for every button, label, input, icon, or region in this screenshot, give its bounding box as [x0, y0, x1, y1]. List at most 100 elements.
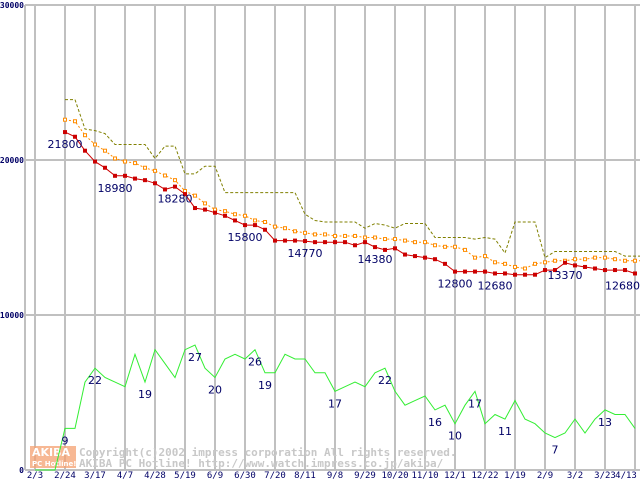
data-label: 22 [378, 374, 392, 387]
avg-price-marker [233, 212, 237, 217]
avg-price-marker [383, 237, 387, 242]
y-axis-ticks: 0 10000 20000 30000 [0, 1, 24, 475]
avg-price-marker [613, 257, 617, 262]
avg-price-marker [73, 119, 77, 124]
data-label: 18280 [158, 193, 193, 206]
x-tick-label: 4/28 [144, 471, 166, 480]
data-label: 16 [428, 416, 442, 429]
min-price-marker [273, 238, 277, 243]
avg-price-marker [483, 254, 487, 259]
avg-price-marker [273, 224, 277, 229]
x-tick-label: 1/19 [504, 471, 526, 480]
data-label: 9 [62, 434, 69, 447]
min-price-line [64, 131, 636, 276]
avg-price-marker [423, 240, 427, 245]
akiba-logo-bottom [30, 458, 76, 468]
data-label: 7 [552, 444, 559, 457]
avg-price-marker [173, 178, 177, 183]
avg-price-marker [123, 159, 127, 164]
avg-price-marker [213, 207, 217, 212]
x-tick-label: 3/17 [84, 471, 106, 480]
min-price-marker [323, 240, 327, 245]
min-price-marker [313, 240, 317, 245]
x-tick-label: 4/7 [117, 471, 133, 480]
min-price-marker [373, 245, 377, 250]
min-price-marker [393, 246, 397, 251]
min-price-marker [113, 173, 117, 178]
avg-price-marker [363, 235, 367, 240]
min-price-marker [243, 223, 247, 228]
min-price-marker [523, 272, 527, 277]
avg-price-marker [373, 235, 377, 240]
data-label: 14380 [358, 253, 393, 266]
min-price-marker [73, 134, 77, 139]
y-tick-label: 30000 [0, 1, 24, 10]
data-label: 22 [88, 374, 102, 387]
min-price-marker [213, 210, 217, 215]
min-price-marker [603, 268, 607, 273]
min-price-marker [503, 271, 507, 276]
x-tick-label: 9/8 [327, 471, 343, 480]
data-label: 27 [188, 351, 202, 364]
data-label: 14770 [288, 247, 323, 260]
min-price-marker [153, 181, 157, 186]
y-tick-label: 0 [19, 466, 24, 475]
min-price-marker [203, 207, 207, 212]
data-label: 20 [208, 383, 222, 396]
avg-price-marker [433, 243, 437, 248]
min-price-marker [173, 184, 177, 189]
data-label: 10 [448, 430, 462, 443]
min-price-marker [583, 264, 587, 269]
min-price-marker [263, 227, 267, 232]
avg-price-marker [323, 232, 327, 237]
min-price-marker [433, 257, 437, 262]
min-price-marker [143, 178, 147, 183]
avg-price-marker [463, 247, 467, 252]
copyright-watermark: AKIBA PC Hotline! Copyright(c)2002 impre… [30, 446, 457, 470]
data-label: 13370 [548, 269, 583, 282]
logo-text-akiba: AKIBA [32, 446, 71, 459]
min-price-marker [443, 261, 447, 266]
avg-price-marker [603, 255, 607, 260]
x-tick-label: 6/9 [207, 471, 223, 480]
avg-price-marker [63, 117, 67, 122]
avg-price-marker [503, 261, 507, 266]
avg-price-marker [113, 156, 117, 161]
avg-price-line [64, 119, 640, 270]
data-label: 12680 [605, 279, 640, 292]
min-price-marker [513, 272, 517, 277]
data-label: 19 [138, 388, 152, 401]
avg-price-marker [83, 133, 87, 138]
min-price-marker [383, 247, 387, 252]
min-price-marker [533, 272, 537, 277]
x-axis-ticks: 2/3 2/24 3/17 4/7 4/28 5/19 6/9 6/30 7/20 8/11 9/8… [27, 471, 637, 480]
avg-price-marker [313, 232, 317, 237]
min-price-marker [223, 213, 227, 218]
min-price-marker [413, 254, 417, 259]
min-price-marker [613, 268, 617, 273]
data-label: 13 [598, 416, 612, 429]
min-price-marker [473, 269, 477, 274]
avg-price-marker [453, 244, 457, 249]
avg-price-marker [93, 142, 97, 147]
min-price-marker [403, 252, 407, 257]
min-price-marker [363, 240, 367, 245]
shop-count-line [35, 344, 636, 471]
avg-price-marker [133, 161, 137, 166]
min-price-marker [623, 268, 627, 273]
x-tick-label: 2/24 [54, 471, 76, 480]
x-tick-label: 4/13 [615, 471, 637, 480]
x-tick-label: 8/11 [294, 471, 316, 480]
min-price-marker [463, 269, 467, 274]
avg-price-marker [403, 238, 407, 243]
min-price-marker [283, 238, 287, 243]
avg-price-marker [443, 244, 447, 249]
data-label: 12680 [478, 279, 513, 292]
avg-price-marker [283, 226, 287, 231]
avg-price-marker [623, 258, 627, 263]
x-tick-label: 2/9 [537, 471, 553, 480]
x-tick-label: 10/20 [381, 471, 408, 480]
min-price-marker [123, 173, 127, 178]
avg-price-marker [523, 266, 527, 271]
min-price-marker [103, 165, 107, 170]
